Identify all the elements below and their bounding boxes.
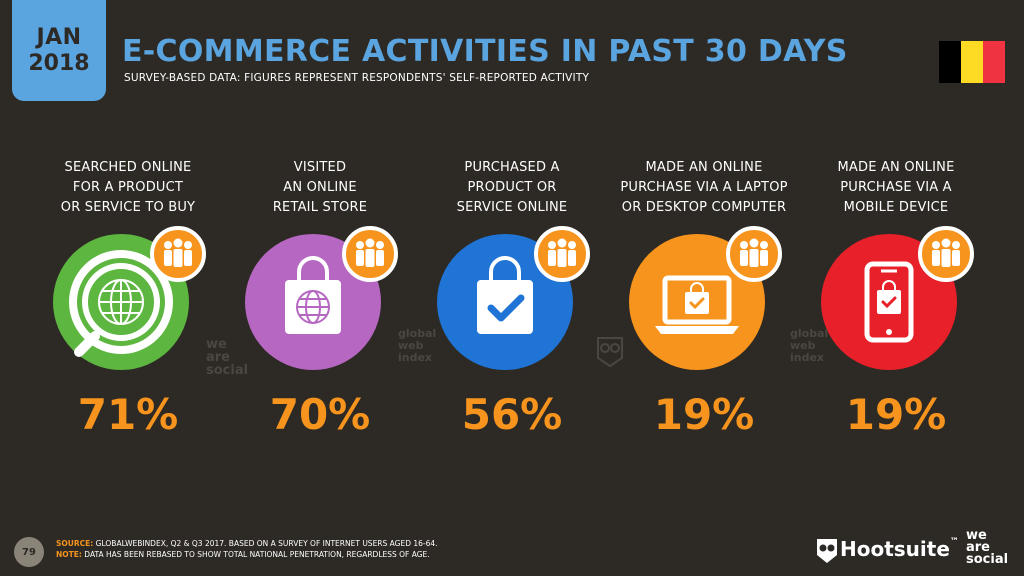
wearesocial-logo: we are social	[966, 528, 1009, 567]
activity-label: VISITED AN ONLINE RETAIL STORE	[272, 160, 368, 215]
badge-year: 2018	[28, 50, 90, 76]
flag-stripe-yellow	[961, 41, 983, 83]
activity-visited: VISITED AN ONLINE RETAIL STORE	[222, 158, 418, 439]
belgium-flag-icon	[939, 41, 1005, 83]
note-text: DATA HAS BEEN REBASED TO SHOW TOTAL NATI…	[84, 550, 430, 559]
people-icon	[534, 226, 590, 282]
activity-label: SEARCHED ONLINE FOR A PRODUCT OR SERVICE…	[60, 160, 196, 215]
gwi-watermark: global web index	[398, 327, 437, 364]
note-key: NOTE:	[56, 550, 82, 559]
footer-notes: SOURCE: GLOBALWEBINDEX, Q2 & Q3 2017. BA…	[56, 538, 438, 560]
page-title: E-COMMERCE ACTIVITIES IN PAST 30 DAYS	[122, 34, 848, 69]
source-key: SOURCE:	[56, 539, 94, 548]
activity-value: 70%	[269, 390, 371, 439]
page-number: 79	[14, 537, 44, 567]
people-icon	[342, 226, 398, 282]
wearesocial-watermark: we are social	[206, 337, 249, 378]
hootsuite-owl-icon	[816, 538, 838, 568]
page-subtitle: SURVEY-BASED DATA: FIGURES REPRESENT RES…	[124, 72, 590, 84]
hootsuite-logo: Hootsuite™	[840, 537, 959, 561]
activity-label: MADE AN ONLINE PURCHASE VIA A LAPTOP OR …	[620, 160, 788, 215]
activity-label: PURCHASED A PRODUCT OR SERVICE ONLINE	[456, 160, 568, 215]
activity-label: MADE AN ONLINE PURCHASE VIA A MOBILE DEV…	[837, 160, 955, 215]
activity-mobile: MADE AN ONLINE PURCHASE VIA A MOBILE DEV…	[798, 158, 994, 439]
flag-stripe-black	[939, 41, 961, 83]
activity-value: 19%	[653, 390, 755, 439]
activity-value: 19%	[845, 390, 947, 439]
source-text: GLOBALWEBINDEX, Q2 & Q3 2017. BASED ON A…	[95, 539, 438, 548]
flag-stripe-red	[983, 41, 1005, 83]
activity-value: 56%	[461, 390, 563, 439]
activity-value: 71%	[77, 390, 179, 439]
activity-searched: SEARCHED ONLINE FOR A PRODUCT OR SERVICE…	[30, 158, 226, 439]
people-icon	[150, 226, 206, 282]
activity-laptop: MADE AN ONLINE PURCHASE VIA A LAPTOP OR …	[606, 158, 802, 439]
date-badge: JAN 2018	[12, 0, 106, 101]
people-icon	[726, 226, 782, 282]
gwi-watermark: global web index	[790, 327, 829, 364]
activity-purchased: PURCHASED A PRODUCT OR SERVICE ONLINE 56…	[414, 158, 610, 439]
hootsuite-owl-watermark-icon	[596, 336, 624, 371]
badge-month: JAN	[36, 24, 82, 50]
people-icon	[918, 226, 974, 282]
